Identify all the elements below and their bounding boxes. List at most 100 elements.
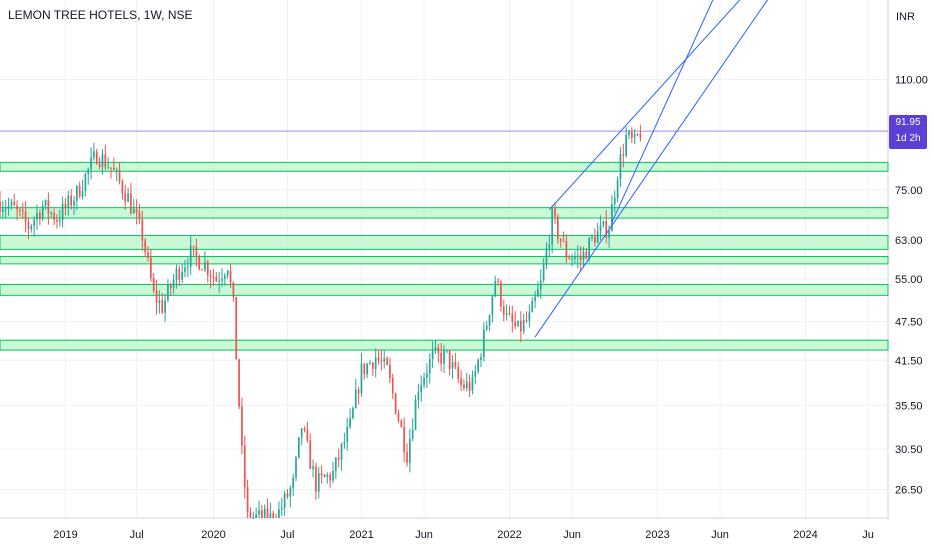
candle-body: [576, 255, 579, 257]
candle-body: [104, 154, 107, 168]
y-tick-label: 75.00: [895, 185, 923, 197]
support-resistance-zone[interactable]: [0, 256, 889, 265]
candle-body: [169, 284, 172, 289]
candle-body: [611, 204, 613, 232]
candle-body: [4, 208, 7, 210]
candle-body: [465, 381, 468, 389]
candle-body: [121, 181, 124, 194]
support-resistance-zone[interactable]: [0, 235, 889, 250]
candle-body: [90, 157, 92, 170]
candle-body: [292, 477, 295, 488]
support-resistance-zone[interactable]: [0, 283, 889, 296]
candle-body: [508, 313, 511, 315]
x-tick-label: Jun: [563, 529, 581, 541]
candle-body: [480, 356, 482, 360]
candle-body: [445, 350, 448, 352]
candle-body: [44, 199, 47, 206]
candle-body: [628, 131, 630, 135]
price-axis: [889, 0, 932, 550]
candle-body: [75, 186, 78, 201]
candle-body: [545, 248, 548, 265]
candle-body: [280, 507, 283, 510]
candle-body: [243, 445, 246, 488]
x-tick-label: Jul: [130, 529, 144, 541]
candle-body: [260, 510, 263, 518]
candle-body: [30, 225, 33, 230]
support-resistance-zone[interactable]: [0, 161, 889, 172]
candle-body: [16, 205, 18, 210]
candle-body: [403, 426, 406, 452]
candle-body: [241, 406, 243, 446]
candle-body: [502, 306, 505, 315]
candle-body: [263, 508, 266, 518]
candle-body: [198, 255, 201, 270]
candle-body: [593, 236, 596, 243]
candle-body: [201, 269, 203, 271]
candle-body: [73, 200, 75, 206]
candle-body: [246, 487, 249, 512]
candle-body: [326, 474, 329, 477]
candle-body: [266, 508, 269, 518]
candle-body: [337, 457, 340, 460]
candle-body: [354, 389, 357, 409]
x-tick-label: 2024: [793, 529, 817, 541]
candle-body: [47, 199, 50, 214]
trendline[interactable]: [611, 0, 717, 223]
candle-body: [95, 151, 98, 164]
trendline[interactable]: [548, 0, 748, 211]
candle-body: [93, 151, 95, 158]
candle-body: [229, 270, 232, 283]
candle-body: [112, 167, 115, 170]
candle-body: [1, 209, 4, 212]
candle-body: [300, 428, 303, 438]
trendline[interactable]: [534, 0, 774, 338]
candle-body: [386, 358, 388, 365]
candle-body: [132, 209, 135, 214]
candle-body: [389, 364, 391, 379]
candle-body: [306, 429, 309, 441]
candle-body: [380, 360, 383, 362]
candle-body: [522, 320, 525, 332]
candle-body: [616, 179, 619, 198]
candle-body: [391, 378, 394, 394]
candle-body: [98, 163, 101, 167]
candle-body: [431, 350, 434, 360]
candle-body: [317, 473, 320, 492]
candle-body: [605, 221, 608, 238]
candle-body: [175, 268, 178, 281]
candle-body: [10, 201, 13, 206]
candle-body: [562, 241, 565, 243]
support-resistance-zone[interactable]: [0, 207, 889, 219]
candle-body: [130, 193, 132, 214]
candle-body: [235, 296, 238, 360]
candle-body: [397, 413, 400, 421]
candle-body: [454, 362, 457, 367]
candle-body: [323, 475, 326, 477]
y-tick-label: 35.50: [895, 400, 923, 412]
y-tick-label: 41.50: [895, 355, 923, 367]
y-tick-label: 110.00: [895, 75, 928, 87]
candle-body: [434, 347, 437, 351]
candle-body: [599, 225, 602, 232]
candle-body: [602, 221, 605, 226]
candle-body: [630, 131, 633, 138]
candle-body: [297, 437, 300, 458]
candle-body: [394, 393, 397, 414]
candle-body: [494, 281, 497, 297]
candle-body: [352, 408, 354, 419]
candle-body: [7, 205, 10, 209]
candle-body: [417, 392, 420, 400]
candle-body: [192, 245, 195, 247]
candle-body: [588, 238, 591, 259]
candle-body: [497, 281, 499, 283]
y-tick-label: 26.50: [895, 484, 923, 496]
candle-body: [517, 320, 519, 326]
candle-body: [181, 272, 184, 280]
candle-body: [585, 251, 588, 259]
candle-body: [437, 347, 440, 353]
candle-body: [164, 300, 166, 313]
candle-body: [19, 209, 21, 211]
candle-body: [485, 325, 488, 330]
x-tick-label: 2021: [349, 529, 373, 541]
